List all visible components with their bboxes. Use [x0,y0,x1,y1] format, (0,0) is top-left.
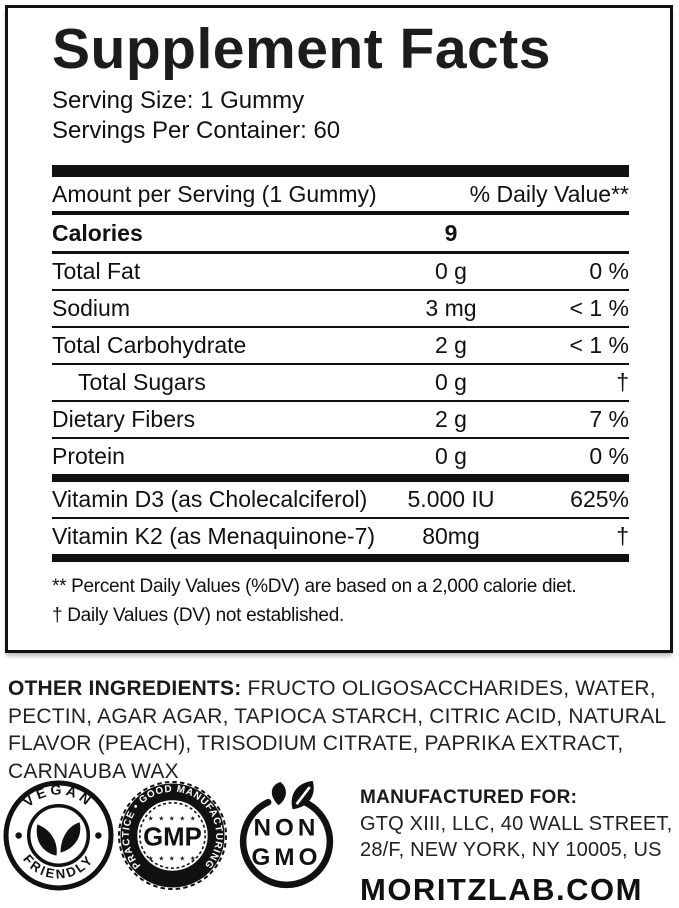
footnotes: ** Percent Daily Values (%DV) are based … [52,572,629,630]
serving-size: Serving Size: 1 Gummy [52,87,305,115]
nutrient-rows: Calories 9 Total Fat 0 g 0 % Sodium 3 mg… [52,215,629,563]
manufacturer-block: MANUFACTURED FOR: GTQ XIII, LLC, 40 WALL… [360,778,672,908]
nutrient-row: Total Sugars 0 g † [52,365,629,403]
nutrient-name: Total Fat [52,258,141,285]
leaf-icon [271,781,314,810]
nutrient-amount: 9 [444,219,458,246]
serving-info: Serving Size: 1 Gummy Servings Per Conta… [52,86,629,146]
servings-per-container: Servings Per Container: 60 [52,117,341,145]
nutrient-row: Sodium 3 mg < 1 % [52,291,629,329]
nutrient-row: Total Fat 0 g 0 % [52,254,629,292]
nutrient-row: Calories 9 [52,215,629,255]
manufacturer-label: MANUFACTURED FOR: [360,787,578,808]
manufacturer-website: MORITZLAB.COM [360,872,643,907]
nutrient-name: Calories [52,219,143,246]
bottom-section: VEGAN FRIENDLY PRACTICE • GOOD MANU [2,778,677,908]
nutrient-row: Dietary Fibers 2 g 7 % [52,402,629,440]
header-amount-per-serving: Amount per Serving (1 Gummy) [52,180,377,207]
nutrient-dv: < 1 % [569,332,629,359]
nutrient-name: Sodium [52,295,130,322]
nutrient-amount: 3 mg [425,295,477,322]
other-ingredients: OTHER INGREDIENTS: FRUCTO OLIGOSACCHARID… [8,675,673,785]
leaf-icon [36,822,81,856]
other-ingredients-label: OTHER INGREDIENTS: [8,677,242,700]
gmp-center-text: GMP [143,823,202,851]
nutrient-amount: 2 g [435,406,467,433]
header-daily-value: % Daily Value** [469,180,629,207]
nutrient-row: Protein 0 g 0 % [52,439,629,483]
dot-right [95,832,102,839]
gmp-stars-bottom: ★ ★ ★ ★ ★ [148,855,197,862]
nutrient-row: Total Carbohydrate 2 g < 1 % [52,328,629,366]
dot-left [15,832,22,839]
nutrient-row: Vitamin D3 (as Cholecalciferol) 5.000 IU… [52,482,629,520]
nutrient-dv: 625% [570,486,629,513]
nutrient-name: Protein [52,443,125,470]
nutrient-name: Vitamin D3 (as Cholecalciferol) [52,486,368,513]
non-gmo-badge-icon: NON GMO [239,781,334,889]
nutrient-name: Vitamin K2 (as Menaquinone-7) [52,523,376,550]
nutrient-dv: 0 % [589,443,629,470]
nutrient-name: Total Sugars [78,369,206,396]
nutrient-name: Dietary Fibers [52,406,196,433]
footnote-percent-dv: ** Percent Daily Values (%DV) are based … [52,576,577,598]
gmp-stars-top: ★ ★ ★ ★ ★ [148,816,197,823]
table-top-bar [52,165,629,178]
nutrient-dv: † [616,369,629,396]
nutrient-amount: 0 g [435,258,467,285]
gmp-badge-icon: PRACTICE • GOOD MANUFACTURING ★ ★ ★ ★ ★ … [117,780,228,891]
badge-group: VEGAN FRIENDLY PRACTICE • GOOD MANU [2,778,343,893]
nutrient-amount: 0 g [435,369,467,396]
manufacturer-address-line1: GTQ XIII, LLC, 40 WALL STREET, [360,813,673,835]
nutrient-amount: 5.000 IU [407,486,495,513]
nutrient-amount: 0 g [435,443,467,470]
vegan-friendly-badge-icon: VEGAN FRIENDLY [3,780,114,891]
nutrient-amount: 80mg [422,523,480,550]
panel-title: Supplement Facts [52,17,551,81]
vegan-badge-bottom-text: FRIENDLY [20,851,94,881]
nutrient-dv: 7 % [589,406,629,433]
nutrient-row: Vitamin K2 (as Menaquinone-7) 80mg † [52,519,629,563]
table-header-row: Amount per Serving (1 Gummy) % Daily Val… [52,177,629,216]
manufacturer-address-line2: 28/F, NEW YORK, NY 10005, US [360,839,662,861]
supplement-facts-panel: Supplement Facts Serving Size: 1 Gummy S… [5,5,673,653]
footnote-dagger: † Daily Values (DV) not established. [52,605,344,627]
nutrient-amount: 2 g [435,332,467,359]
svg-text:FRIENDLY: FRIENDLY [20,851,97,881]
non-gmo-line1: NON [254,815,320,842]
nutrient-dv: † [616,523,629,550]
non-gmo-line2: GMO [252,844,322,871]
other-ingredients-text: FRUCTO OLIGOSACCHARIDES, WATER, PECTIN, … [8,677,666,783]
nutrient-dv: 0 % [589,258,629,285]
nutrient-name: Total Carbohydrate [52,332,247,359]
nutrient-dv: < 1 % [569,295,629,322]
